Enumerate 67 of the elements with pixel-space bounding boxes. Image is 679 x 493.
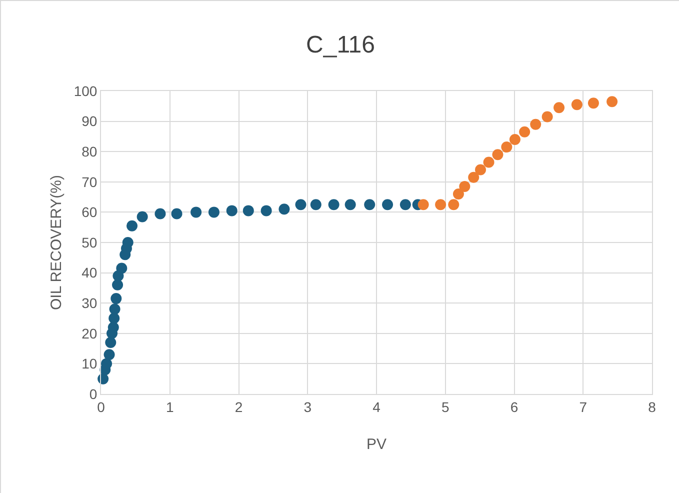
point xyxy=(208,206,220,218)
point xyxy=(344,199,356,210)
point xyxy=(295,199,306,210)
y-tick-label: 20 xyxy=(82,325,98,342)
y-tick-label: 0 xyxy=(89,386,98,402)
point xyxy=(101,358,112,370)
point xyxy=(278,204,290,215)
x-tick-label: 6 xyxy=(510,398,518,415)
y-tick-label: 80 xyxy=(82,144,98,160)
point xyxy=(382,199,394,210)
x-tick-label: 7 xyxy=(579,398,588,415)
point xyxy=(606,96,618,108)
point xyxy=(588,98,599,109)
point xyxy=(104,349,115,360)
point xyxy=(310,199,322,210)
point xyxy=(108,312,120,324)
point xyxy=(542,111,553,122)
x-tick-label: 1 xyxy=(166,398,174,415)
point xyxy=(501,142,512,153)
point xyxy=(475,164,486,176)
point xyxy=(190,206,202,218)
y-tick-label: 50 xyxy=(82,234,98,250)
point xyxy=(126,220,138,232)
point xyxy=(483,156,494,168)
point xyxy=(530,118,542,130)
point xyxy=(468,172,480,183)
x-tick-label: 3 xyxy=(304,398,312,415)
x-tick-label: 4 xyxy=(372,398,381,415)
y-tick-label: 60 xyxy=(82,204,98,220)
point xyxy=(519,126,530,138)
point xyxy=(509,134,520,145)
y-tick-label: 40 xyxy=(82,264,98,281)
point xyxy=(459,180,470,192)
point xyxy=(260,205,272,216)
point xyxy=(242,205,254,216)
point xyxy=(418,199,429,210)
point xyxy=(452,188,464,200)
point xyxy=(112,279,124,290)
point xyxy=(109,304,120,315)
point xyxy=(110,293,122,304)
point xyxy=(171,208,182,220)
point xyxy=(492,149,504,160)
x-tick-label: 2 xyxy=(234,398,243,415)
point xyxy=(226,205,238,216)
y-tick-label: 70 xyxy=(82,174,98,190)
point xyxy=(328,199,340,210)
y-tick-label: 90 xyxy=(82,113,98,130)
point xyxy=(116,262,128,274)
point xyxy=(571,99,582,110)
point xyxy=(154,208,166,220)
y-tick-label: 10 xyxy=(82,356,98,372)
x-tick-label: 8 xyxy=(648,398,656,415)
point xyxy=(554,102,565,114)
x-axis-title: PV xyxy=(366,436,387,453)
point xyxy=(400,199,411,210)
x-tick-label: 5 xyxy=(441,398,450,415)
point xyxy=(364,199,376,210)
point xyxy=(435,199,446,210)
y-tick-label: 30 xyxy=(82,295,98,311)
point xyxy=(108,322,119,333)
point xyxy=(105,336,116,348)
point xyxy=(136,211,148,222)
chart-title: C_116 xyxy=(306,31,375,58)
y-tick-label: 100 xyxy=(74,82,98,99)
point xyxy=(122,237,134,248)
point xyxy=(448,199,460,210)
y-axis-title: OIL RECOVERY(%) xyxy=(48,174,65,310)
